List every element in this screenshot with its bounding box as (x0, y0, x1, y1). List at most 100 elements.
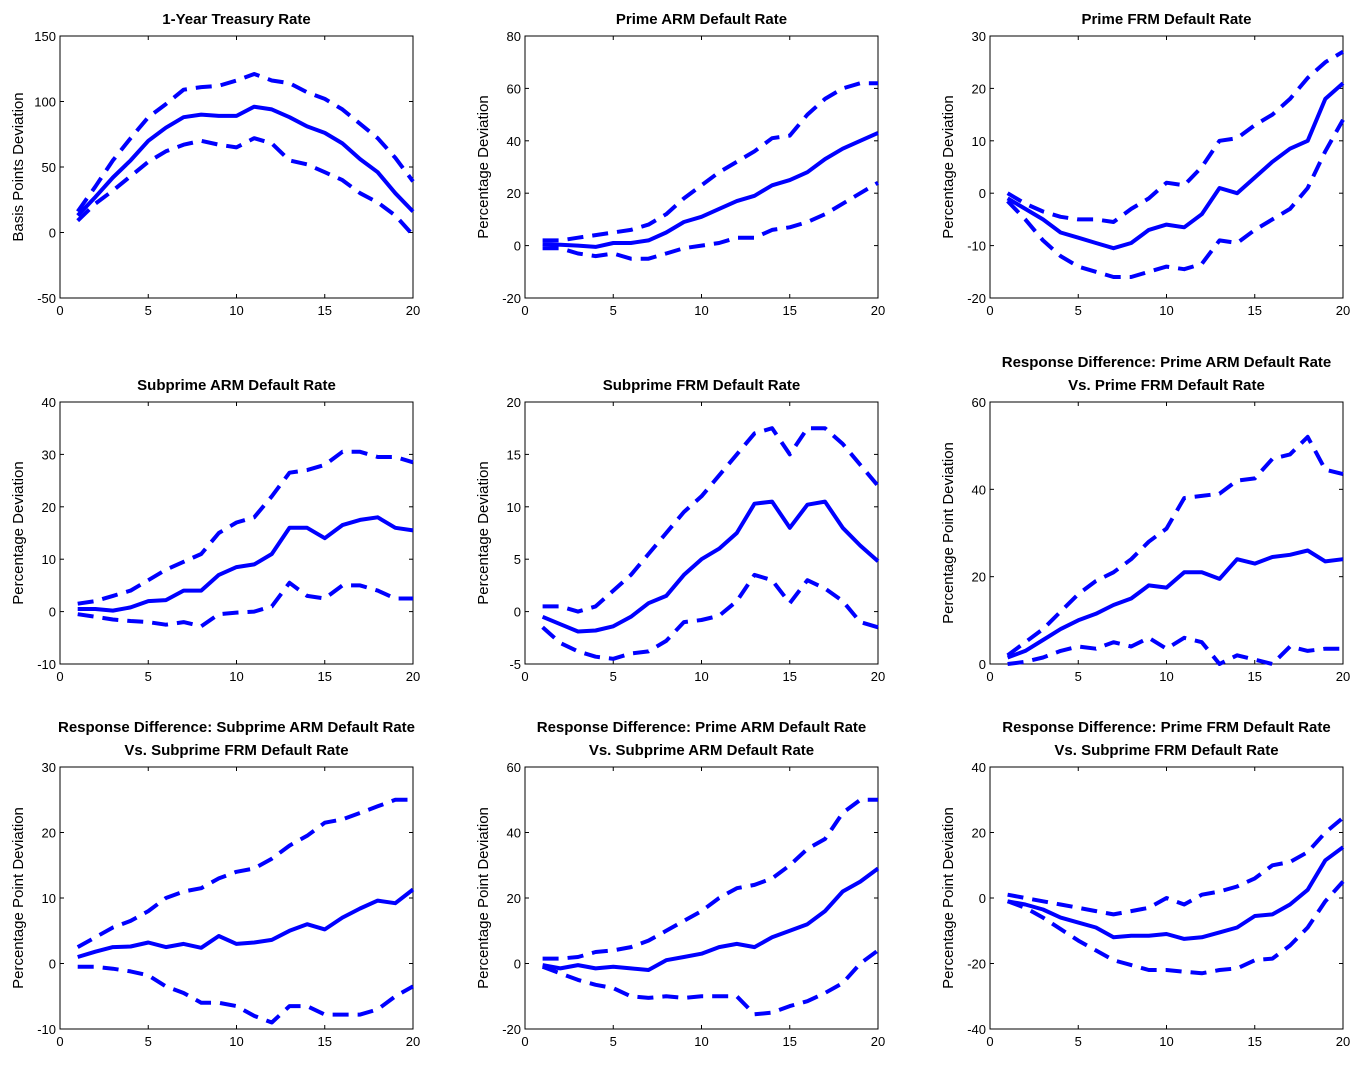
upper-band-line (76, 72, 415, 213)
y-tick-label: 60 (972, 395, 986, 410)
x-tick-label: 20 (406, 1034, 420, 1049)
chart-title: Response Difference: Prime ARM Default R… (1002, 354, 1332, 371)
y-tick-label: 10 (42, 891, 56, 906)
x-tick-label: 5 (610, 1034, 617, 1049)
y-tick-label: 60 (507, 760, 521, 775)
chart-title: 1-Year Treasury Rate (162, 11, 310, 28)
chart-panel-6: 0 5 10 15 20 0 20 40 60 Response Difference: Prim… (940, 354, 1350, 684)
x-tick-label: 10 (694, 669, 708, 684)
chart-title: Response Difference: Subprime ARM Defaul… (58, 719, 415, 736)
y-tick-label: 20 (42, 826, 56, 841)
y-axis-label: Percentage Point Deviation (475, 807, 492, 989)
x-tick-label: 5 (1075, 1034, 1082, 1049)
upper-band-line (1006, 434, 1344, 657)
x-tick-label: 10 (1159, 669, 1173, 684)
lower-band-line (1006, 880, 1345, 976)
y-tick-label: 0 (49, 226, 56, 241)
y-axis-label: Basis Points Deviation (10, 92, 27, 241)
upper-band-line (542, 81, 878, 243)
plot-frame (989, 35, 1344, 299)
y-tick-label: 20 (507, 186, 521, 201)
y-tick-label: 100 (34, 95, 56, 110)
y-tick-label: 0 (979, 891, 986, 906)
lower-band-line (542, 180, 880, 261)
plot-frame (989, 401, 1344, 665)
y-tick-label: 60 (507, 81, 521, 96)
x-tick-label: 15 (783, 669, 797, 684)
x-tick-label: 0 (986, 303, 993, 318)
x-tick-label: 15 (1248, 1034, 1262, 1049)
y-tick-label: 20 (972, 81, 986, 96)
chart-title: Subprime ARM Default Rate (137, 377, 336, 394)
x-tick-label: 0 (56, 1034, 63, 1049)
response-line (542, 131, 879, 249)
y-tick-label: -20 (502, 291, 521, 306)
y-tick-label: 0 (514, 605, 521, 620)
lower-band-line (541, 948, 880, 1017)
x-tick-label: 5 (145, 303, 152, 318)
response-line (1006, 81, 1345, 251)
x-tick-label: 0 (521, 303, 528, 318)
y-tick-label: 20 (507, 395, 521, 410)
y-tick-label: 40 (972, 760, 986, 775)
x-tick-label: 10 (229, 669, 243, 684)
y-axis-label: Percentage Deviation (10, 461, 27, 604)
y-tick-label: 5 (514, 552, 521, 567)
y-tick-label: 40 (507, 826, 521, 841)
upper-band-line (77, 449, 414, 606)
x-tick-label: 10 (694, 1034, 708, 1049)
y-tick-label: -20 (967, 291, 986, 306)
y-tick-label: 0 (49, 957, 56, 972)
y-tick-label: 150 (34, 29, 56, 44)
upper-band-line (1006, 49, 1345, 224)
y-tick-label: -10 (37, 657, 56, 672)
x-tick-label: 20 (1336, 669, 1350, 684)
upper-band-line (1007, 816, 1345, 917)
y-tick-label: 40 (42, 395, 56, 410)
y-axis-label: Percentage Deviation (475, 95, 492, 238)
chart-panel-9: 0 5 10 15 20 -40 -20 0 20 40 Response Difference: … (940, 719, 1350, 1049)
y-tick-label: 0 (979, 186, 986, 201)
y-tick-label: 30 (42, 447, 56, 462)
x-tick-label: 20 (406, 303, 420, 318)
x-tick-label: 20 (871, 303, 885, 318)
x-tick-label: 0 (986, 669, 993, 684)
x-tick-label: 20 (406, 669, 420, 684)
y-tick-label: 20 (42, 500, 56, 515)
x-tick-label: 0 (56, 303, 63, 318)
x-tick-label: 20 (1336, 303, 1350, 318)
x-tick-label: 0 (521, 1034, 528, 1049)
plot-frame (59, 401, 414, 665)
y-tick-label: -40 (967, 1022, 986, 1037)
y-tick-label: 20 (972, 826, 986, 841)
x-tick-label: 15 (318, 1034, 332, 1049)
chart-title: Vs. Subprime FRM Default Rate (1054, 742, 1278, 759)
y-tick-label: -10 (967, 239, 986, 254)
y-tick-label: 40 (972, 482, 986, 497)
response-line (77, 515, 414, 613)
x-tick-label: 15 (318, 669, 332, 684)
lower-band-line (541, 572, 879, 661)
x-tick-label: 5 (610, 303, 617, 318)
y-tick-label: -50 (37, 291, 56, 306)
y-tick-label: 0 (979, 657, 986, 672)
y-tick-label: -5 (509, 657, 521, 672)
x-tick-label: 20 (871, 1034, 885, 1049)
y-tick-label: 10 (42, 552, 56, 567)
y-tick-label: 50 (42, 160, 56, 175)
y-tick-label: 20 (972, 570, 986, 585)
x-tick-label: 0 (986, 1034, 993, 1049)
upper-band-line (542, 426, 880, 614)
response-line (1006, 548, 1344, 660)
lower-band-line (1006, 118, 1345, 279)
response-line (542, 866, 880, 972)
chart-panel-3: 0 5 10 15 20 -20 -10 0 10 20 30 Prime FRM Default R… (940, 11, 1350, 318)
lower-band-line (1007, 635, 1343, 666)
lower-band-line (77, 964, 414, 1025)
plot-frame (524, 401, 879, 665)
